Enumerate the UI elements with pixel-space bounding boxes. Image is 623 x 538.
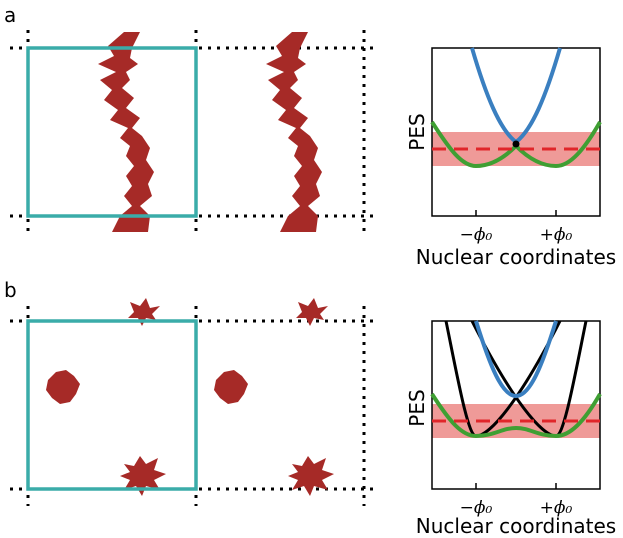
panel-b-upper-curve	[474, 320, 558, 399]
panel-a-ylabel: PES	[405, 113, 429, 150]
panel-b-pes-plot: −ϕ₀ +ϕ₀ Nuclear coordinates PES	[405, 320, 616, 538]
panel-b-unit-cell	[26, 319, 198, 491]
panel-b-blob-bottom-left	[120, 456, 166, 496]
panel-b-label: b	[4, 278, 17, 302]
panel-a-stripe-1	[98, 32, 154, 232]
panel-b-blob-top-right	[296, 298, 328, 326]
panel-a-crossing-point	[512, 140, 520, 148]
panel-b-axes	[431, 320, 601, 490]
panel-b-xlabel: Nuclear coordinates	[416, 514, 616, 538]
panel-a-unit-cell	[26, 46, 198, 218]
panel-a-dotted-grid	[10, 30, 378, 236]
panel-b-blob-mid-right	[214, 370, 248, 404]
panel-a-xtick-plus: +ϕ₀	[540, 225, 573, 245]
panel-b-xtick-plus: +ϕ₀	[540, 498, 573, 518]
panel-a-xlabel: Nuclear coordinates	[416, 245, 616, 269]
panel-a-lattice	[10, 30, 378, 236]
panel-b-blob-bottom-right	[288, 456, 334, 496]
panel-a-pes-plot: −ϕ₀ +ϕ₀ Nuclear coordinates PES	[405, 47, 616, 269]
panel-a-xtick-minus: −ϕ₀	[460, 225, 493, 245]
panel-b-lattice	[10, 298, 378, 506]
panel-b-blob-top-left	[128, 298, 160, 326]
panel-a-upper-curve	[470, 47, 562, 145]
panel-a-label: a	[4, 3, 16, 27]
panel-b-xtick-minus: −ϕ₀	[460, 498, 493, 518]
panel-b-lower-curve	[430, 392, 602, 439]
panel-b-ylabel: PES	[405, 389, 429, 426]
panel-a-axes	[431, 47, 601, 217]
panel-a-stripe-2	[266, 32, 322, 232]
panel-b-blob-mid-left	[46, 370, 80, 404]
